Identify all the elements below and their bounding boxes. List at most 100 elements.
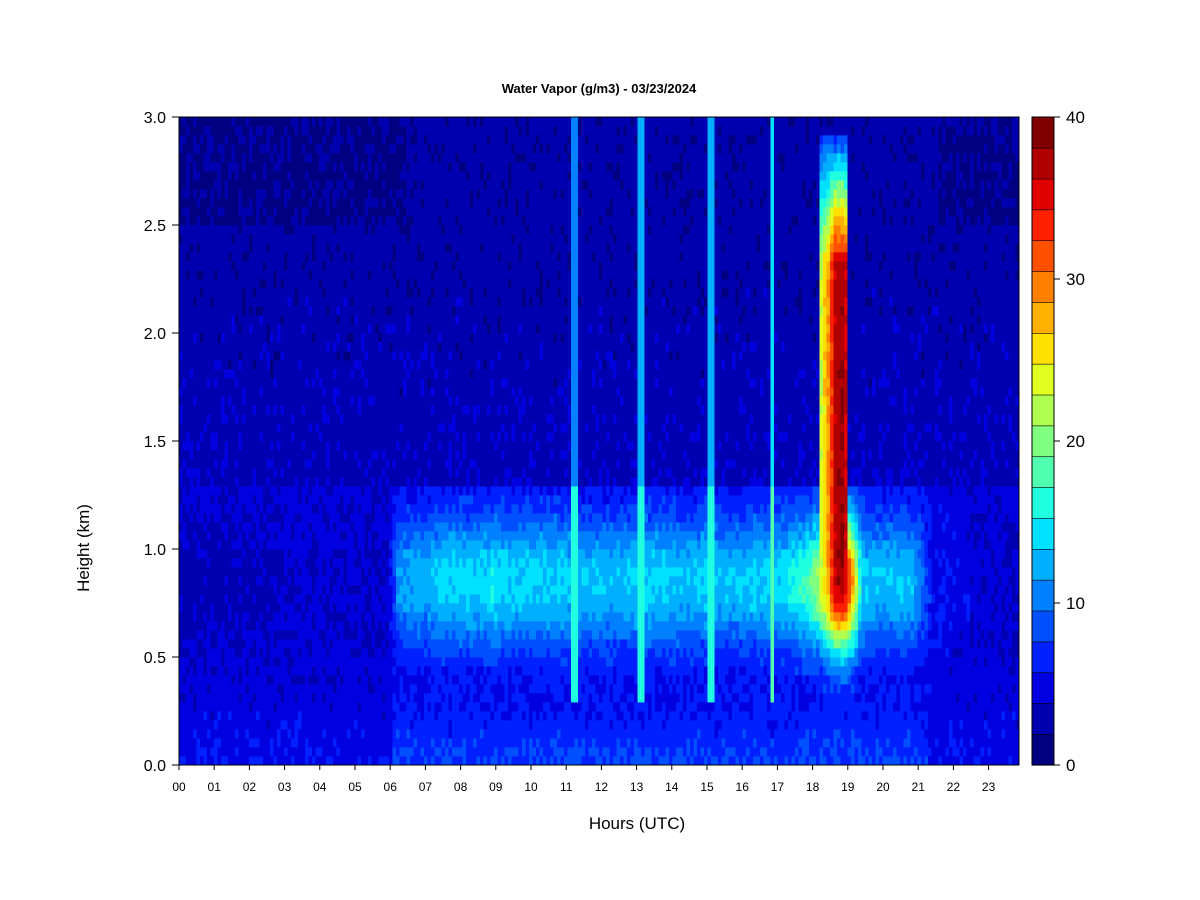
heatmap-cell	[364, 567, 369, 577]
heatmap-cell	[403, 252, 407, 262]
heatmap-cell	[315, 378, 320, 388]
heatmap-cell	[238, 153, 243, 163]
heatmap-cell	[287, 531, 292, 541]
heatmap-cell	[231, 756, 236, 766]
heatmap-cell	[322, 621, 327, 631]
heatmap-cell	[385, 675, 390, 685]
heatmap-cell	[364, 342, 369, 352]
heatmap-cell	[361, 612, 365, 622]
heatmap-cell	[389, 162, 393, 172]
heatmap-cell	[378, 630, 383, 640]
heatmap-cell	[266, 747, 271, 757]
heatmap-cell	[301, 360, 306, 370]
heatmap-cell	[182, 378, 187, 388]
heatmap-cell	[413, 135, 418, 145]
heatmap-cell	[350, 279, 355, 289]
heatmap-cell	[224, 189, 229, 199]
heatmap-cell	[235, 180, 239, 190]
heatmap-cell	[294, 279, 299, 289]
heatmap-cell	[298, 630, 302, 640]
heatmap-cell	[256, 261, 260, 271]
heatmap-cell	[357, 405, 362, 415]
heatmap-cell	[343, 288, 348, 298]
heatmap-cell	[214, 378, 218, 388]
heatmap-cell	[273, 441, 278, 451]
heatmap-cell	[364, 639, 369, 649]
heatmap-cell	[270, 477, 274, 487]
heatmap-cell	[389, 315, 393, 325]
heatmap-cell	[403, 585, 407, 595]
heatmap-cell	[259, 576, 264, 586]
heatmap-cell	[368, 144, 372, 154]
heatmap-cell	[245, 630, 250, 640]
heatmap-cell	[375, 414, 379, 424]
heatmap-cell	[200, 468, 204, 478]
heatmap-cell	[193, 702, 197, 712]
heatmap-cell	[245, 693, 250, 703]
heatmap-cell	[214, 360, 218, 370]
heatmap-cell	[266, 144, 271, 154]
heatmap-cell	[207, 360, 211, 370]
heatmap-cell	[368, 675, 372, 685]
heatmap-cell	[221, 738, 225, 748]
heatmap-cell	[417, 342, 421, 352]
heatmap-cell	[217, 486, 222, 496]
heatmap-cell	[256, 333, 260, 343]
heatmap-cell	[364, 288, 369, 298]
heatmap-cell	[196, 270, 201, 280]
heatmap-cell	[231, 153, 236, 163]
heatmap-cell	[182, 171, 187, 181]
heatmap-cell	[329, 666, 334, 676]
heatmap-cell	[315, 144, 320, 154]
heatmap-cell	[399, 414, 404, 424]
heatmap-cell	[270, 261, 274, 271]
heatmap-cell	[252, 495, 257, 505]
heatmap-cell	[249, 432, 253, 442]
heatmap-cell	[221, 180, 225, 190]
heatmap-cell	[298, 603, 302, 613]
heatmap-cell	[221, 234, 225, 244]
heatmap-cell	[385, 153, 390, 163]
heatmap-cell	[333, 207, 337, 217]
heatmap-cell	[287, 702, 292, 712]
heatmap-cell	[291, 225, 295, 235]
heatmap-cell	[312, 117, 316, 127]
heatmap-cell	[403, 648, 407, 658]
heatmap-cell	[259, 621, 264, 631]
heatmap-cell	[308, 720, 313, 730]
heatmap-cell	[259, 693, 264, 703]
heatmap-cell	[235, 153, 239, 163]
heatmap-cell	[270, 216, 274, 226]
heatmap-cell	[343, 423, 348, 433]
heatmap-cell	[217, 333, 222, 343]
heatmap-cell	[305, 207, 309, 217]
heatmap-cell	[277, 225, 281, 235]
heatmap-cell	[368, 513, 372, 523]
heatmap-cell	[308, 171, 313, 181]
heatmap-cell	[326, 558, 330, 568]
heatmap-cell	[350, 549, 355, 559]
heatmap-cell	[182, 729, 187, 739]
heatmap-cell	[256, 360, 260, 370]
heatmap-cell	[277, 612, 281, 622]
heatmap-cell	[420, 549, 425, 559]
heatmap-cell	[392, 666, 397, 676]
heatmap-cell	[228, 549, 232, 559]
heatmap-cell	[354, 405, 358, 415]
heatmap-cell	[182, 288, 187, 298]
heatmap-cell	[179, 486, 183, 496]
heatmap-cell	[231, 333, 236, 343]
heatmap-cell	[200, 144, 204, 154]
heatmap-cell	[196, 756, 201, 766]
heatmap-cell	[368, 621, 372, 631]
heatmap-cell	[368, 441, 372, 451]
heatmap-cell	[368, 279, 372, 289]
heatmap-cell	[361, 144, 365, 154]
heatmap-cell	[364, 324, 369, 334]
heatmap-cell	[238, 432, 243, 442]
heatmap-cell	[270, 360, 274, 370]
heatmap-cell	[319, 729, 323, 739]
heatmap-cell	[333, 189, 337, 199]
heatmap-cell	[378, 216, 383, 226]
heatmap-cell	[287, 495, 292, 505]
